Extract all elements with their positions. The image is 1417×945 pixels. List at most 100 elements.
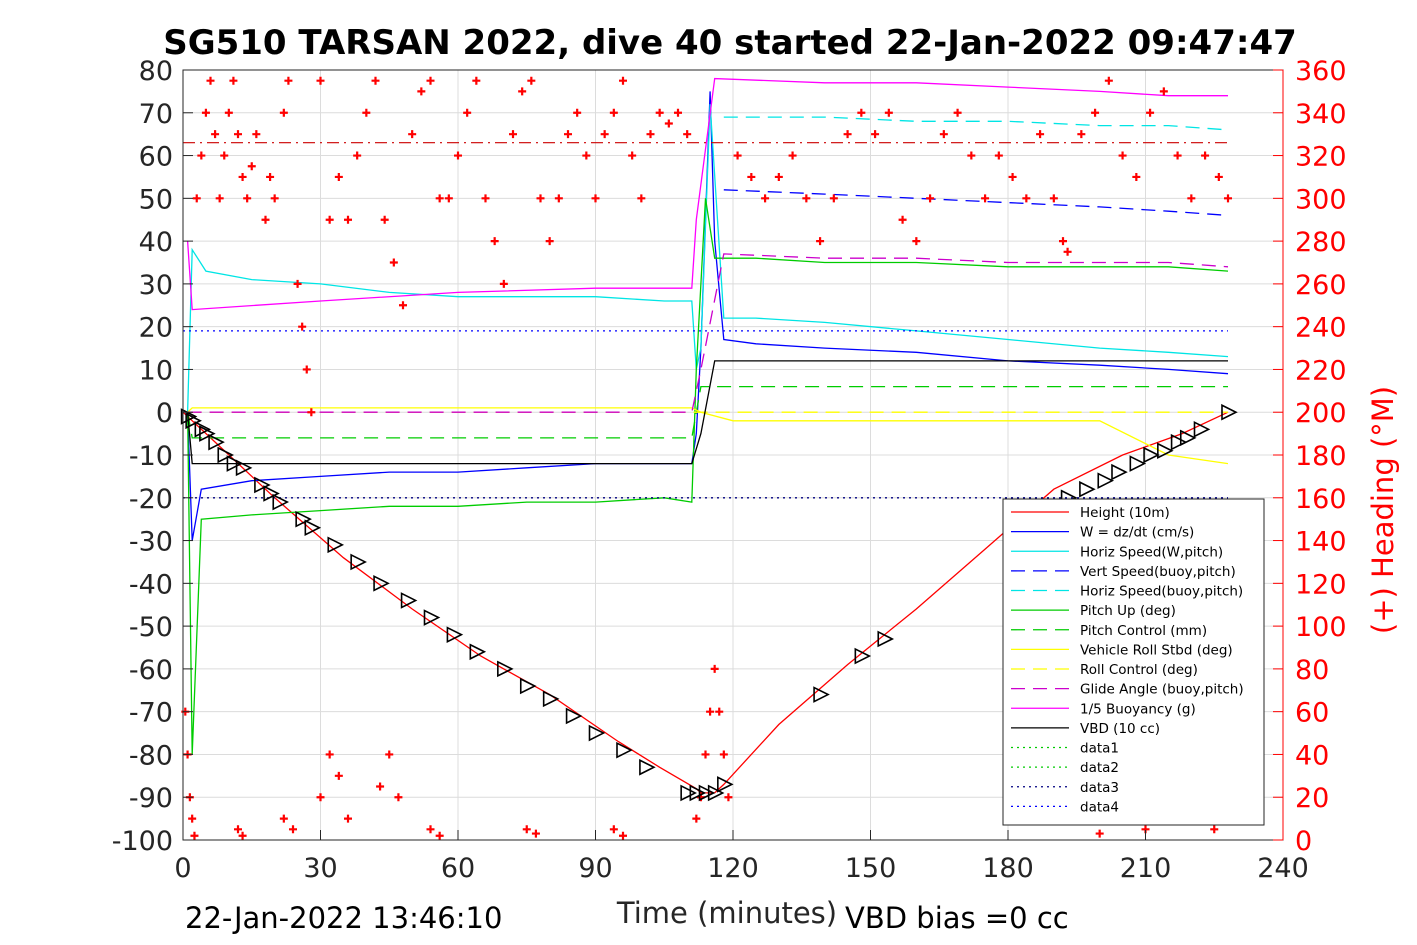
legend-entry: Glide Angle (buoy,pitch) bbox=[1080, 682, 1244, 698]
heading-point bbox=[522, 825, 531, 834]
heading-point bbox=[1146, 108, 1155, 117]
dive-marker bbox=[254, 476, 271, 494]
series-line-vert-speed-buoy-pitch bbox=[723, 189, 1229, 217]
y2-tick-label: 40 bbox=[1295, 740, 1329, 771]
dive-marker bbox=[180, 408, 198, 425]
heading-point bbox=[573, 108, 582, 117]
heading-point bbox=[683, 130, 692, 139]
dive-marker bbox=[185, 412, 202, 430]
y-tick-label: -40 bbox=[129, 569, 173, 600]
heading-point bbox=[399, 301, 407, 310]
y-tick-label: 50 bbox=[139, 184, 173, 215]
heading-point bbox=[1063, 247, 1072, 256]
y2-tick-label: 20 bbox=[1295, 783, 1329, 814]
dive-marker bbox=[327, 536, 345, 554]
x-axis-label: Time (minutes) bbox=[616, 896, 837, 930]
legend-entry: VBD (10 cc) bbox=[1080, 721, 1160, 737]
series-line-pitch-control-mm bbox=[186, 385, 1228, 439]
dive-marker bbox=[263, 485, 280, 502]
heading-point bbox=[1214, 172, 1223, 181]
heading-point bbox=[912, 237, 921, 246]
legend: Height (10m) W = dz/dt (cm/s) Horiz Speed(… bbox=[1002, 498, 1265, 826]
heading-point bbox=[344, 215, 352, 224]
y-tick-label: 70 bbox=[139, 99, 173, 130]
heading-point bbox=[316, 793, 325, 802]
dive-marker bbox=[698, 784, 716, 802]
legend-box bbox=[1002, 498, 1265, 826]
dive-marker bbox=[1179, 429, 1197, 447]
legend-entry: W = dz/dt (cm/s) bbox=[1080, 525, 1194, 541]
y-tick-label: -70 bbox=[129, 698, 173, 729]
dive-marker bbox=[542, 690, 560, 708]
footer-vbd-bias: VBD bias =0 cc bbox=[845, 901, 1069, 935]
dive-marker bbox=[1129, 455, 1147, 472]
y-tick-label: 10 bbox=[139, 355, 173, 386]
legend-entry: Roll Control (deg) bbox=[1080, 662, 1198, 678]
legend-entry: Pitch Control (mm) bbox=[1080, 623, 1207, 639]
heading-point bbox=[426, 825, 435, 834]
y-tick-label: 0 bbox=[156, 398, 173, 429]
dive-marker bbox=[1079, 480, 1096, 498]
series-line-horiz-speed-buoy-pitch bbox=[723, 116, 1229, 131]
heading-point bbox=[1059, 237, 1067, 246]
heading-point bbox=[609, 108, 618, 117]
heading-point bbox=[417, 87, 426, 96]
heading-point bbox=[243, 194, 252, 203]
heading-point bbox=[1210, 825, 1219, 834]
heading-point bbox=[215, 194, 224, 203]
x-tick-label: 210 bbox=[1120, 853, 1172, 884]
heading-point bbox=[325, 215, 334, 224]
series-line-horiz-speed-w-pitch bbox=[186, 104, 1229, 413]
heading-point bbox=[788, 151, 797, 160]
legend-entry: data1 bbox=[1080, 741, 1119, 757]
dive-marker bbox=[226, 455, 244, 472]
heading-point bbox=[646, 130, 655, 139]
heading-point bbox=[747, 172, 756, 181]
heading-point bbox=[981, 194, 990, 203]
dive-marker bbox=[639, 758, 656, 776]
heading-point bbox=[316, 76, 325, 85]
heading-point bbox=[1049, 194, 1058, 203]
x-tick-label: 120 bbox=[707, 853, 759, 884]
dive-marker bbox=[1170, 433, 1188, 451]
y2-tick-label: 220 bbox=[1295, 355, 1347, 386]
dive-marker bbox=[373, 575, 390, 592]
heading-point bbox=[284, 76, 293, 85]
heading-point bbox=[536, 194, 545, 203]
heading-point bbox=[344, 814, 352, 823]
dive-marker bbox=[680, 784, 697, 802]
heading-point bbox=[994, 151, 1003, 160]
y2-tick-label: 200 bbox=[1295, 398, 1347, 429]
dive-marker bbox=[519, 677, 537, 695]
dive-marker bbox=[689, 784, 707, 802]
heading-point bbox=[619, 831, 627, 840]
heading-point bbox=[591, 194, 600, 203]
heading-point bbox=[481, 194, 490, 203]
y-tick-label: -100 bbox=[112, 826, 173, 857]
heading-point bbox=[499, 279, 508, 288]
dive-marker bbox=[497, 660, 514, 678]
heading-point bbox=[192, 194, 201, 203]
heading-point bbox=[719, 750, 728, 759]
footer-date: 22-Jan-2022 13:46:10 bbox=[185, 901, 502, 935]
dive-marker bbox=[616, 741, 633, 759]
heading-point bbox=[710, 664, 719, 673]
legend-entry: 1/5 Buoyancy (g) bbox=[1080, 701, 1196, 717]
dive-marker bbox=[469, 643, 487, 661]
y2-tick-label: 160 bbox=[1295, 484, 1347, 515]
heading-point bbox=[307, 408, 316, 417]
y2-tick-label: 120 bbox=[1295, 569, 1347, 600]
heading-point bbox=[371, 76, 380, 85]
heading-point bbox=[270, 194, 279, 203]
heading-point bbox=[1036, 130, 1045, 139]
dive-marker bbox=[565, 707, 583, 725]
heading-point bbox=[926, 194, 935, 203]
legend-entry: Horiz Speed(buoy,pitch) bbox=[1080, 584, 1243, 600]
x-tick-label: 180 bbox=[982, 853, 1034, 884]
heading-point bbox=[1173, 151, 1182, 160]
x-tick-label: 150 bbox=[845, 853, 897, 884]
heading-point bbox=[1118, 151, 1127, 160]
heading-point bbox=[211, 130, 220, 139]
y-tick-label: -90 bbox=[129, 783, 173, 814]
heading-point bbox=[1104, 76, 1113, 85]
